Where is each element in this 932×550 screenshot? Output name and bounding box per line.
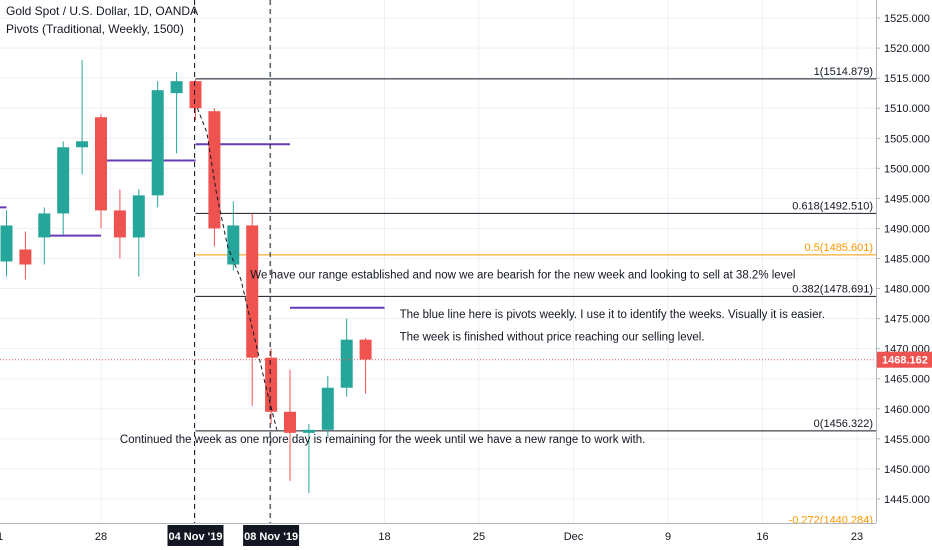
last-price-label: 1468.162	[882, 355, 928, 367]
candle-body	[189, 81, 202, 109]
candle	[57, 141, 70, 235]
date-marker-label: 08 Nov '19	[244, 531, 298, 543]
candle	[76, 60, 89, 175]
fib-level-label: 0.618(1492.510)	[792, 200, 873, 212]
price-tick-label: 1495.000	[884, 193, 930, 205]
candle	[19, 231, 32, 280]
candle	[132, 189, 145, 277]
price-tick-label: 1485.000	[884, 253, 930, 265]
candle	[359, 337, 372, 394]
candle	[321, 375, 334, 436]
candle-body	[132, 195, 145, 238]
price-tick-label: 1500.000	[884, 163, 930, 175]
fib-level-label: 0(1456.322)	[814, 418, 873, 430]
time-tick-label: 16	[756, 531, 768, 543]
time-tick-label: 18	[378, 531, 390, 543]
symbol-title[interactable]: Gold Spot / U.S. Dollar, 1D, OANDA	[6, 4, 199, 18]
candle-body	[170, 81, 183, 94]
candle-body	[227, 225, 240, 265]
fib-level-label: 0.5(1485.601)	[805, 242, 874, 254]
price-axis-background	[876, 0, 932, 550]
price-tick-label: 1520.000	[884, 43, 930, 55]
candle-body	[284, 411, 296, 433]
price-tick-label: 1450.000	[884, 464, 930, 476]
candle-body	[76, 141, 89, 148]
price-tick-label: 1480.000	[884, 284, 930, 296]
indicator-legend[interactable]: Pivots (Traditional, Weekly, 1500)	[6, 22, 184, 36]
price-tick-label: 1460.000	[884, 404, 930, 416]
price-tick-label: 1490.000	[884, 223, 930, 235]
time-tick-label: 23	[851, 531, 863, 543]
chart-annotations[interactable]: We have our range established and now we…	[120, 270, 825, 446]
candle-body	[57, 147, 70, 214]
candle	[284, 369, 296, 481]
candlestick-series	[0, 60, 372, 493]
candle	[151, 81, 164, 208]
text-annotation[interactable]: We have our range established and now we…	[250, 270, 795, 282]
time-axis-background	[0, 523, 932, 550]
candle	[170, 72, 183, 154]
drawing-overlay	[0, 0, 876, 523]
candle	[38, 207, 51, 265]
candle-body	[359, 339, 372, 360]
price-axis[interactable]: 1445.000 1450.000 1455.000 1460.000 1465.000…	[876, 0, 932, 550]
candle-body	[151, 90, 164, 196]
candle-body	[95, 117, 107, 211]
candle-body	[38, 213, 51, 238]
candle-body	[302, 429, 315, 433]
fib-level-label: 1(1514.879)	[814, 66, 873, 78]
text-annotation[interactable]: The blue line here is pivots weekly. I u…	[400, 309, 825, 321]
chart-grid	[0, 0, 876, 523]
price-tick-label: 1465.000	[884, 374, 930, 386]
candle-body	[265, 357, 278, 412]
fibonacci-retracement[interactable]: 1(1514.879) 0.618(1492.510) 0.5(1485.601) 0…	[195, 66, 877, 526]
price-tick-label: 1510.000	[884, 103, 930, 115]
candle	[113, 189, 126, 259]
candle-body	[113, 210, 126, 238]
fib-level-label: 0.382(1478.691)	[792, 283, 873, 295]
candle-body	[340, 339, 353, 388]
candle-body	[0, 225, 13, 262]
price-tick-label: 1525.000	[884, 13, 930, 25]
price-tick-label: 1505.000	[884, 133, 930, 145]
candle	[302, 423, 315, 493]
candle	[95, 114, 107, 229]
price-tick-label: 1515.000	[884, 73, 930, 85]
time-axis[interactable]: 21 28 04 Nov '19 08 Nov '19 18 25 Dec 9 16 23	[0, 523, 932, 550]
price-tick-label: 1445.000	[884, 494, 930, 506]
candle-body	[246, 225, 259, 358]
date-marker-label: 04 Nov '19	[169, 531, 223, 543]
weekly-pivots	[0, 143, 385, 309]
candle	[340, 318, 353, 397]
candle	[0, 210, 13, 277]
time-tick-label: Dec	[564, 531, 584, 543]
candle-body	[208, 111, 221, 229]
text-annotation[interactable]: Continued the week as one more day is re…	[120, 434, 645, 446]
time-tick-label: 21	[0, 531, 3, 543]
date-marker-badge[interactable]	[243, 525, 300, 546]
time-tick-label: 25	[473, 531, 485, 543]
text-annotation[interactable]: The week is finished without price reach…	[400, 332, 705, 344]
last-price-badge[interactable]	[877, 351, 932, 368]
price-tick-label: 1455.000	[884, 434, 930, 446]
candle	[265, 348, 278, 424]
candle	[246, 213, 259, 406]
price-tick-label: 1475.000	[884, 314, 930, 326]
candle	[227, 201, 240, 271]
date-marker-badge[interactable]	[167, 525, 224, 546]
candle	[189, 79, 202, 121]
candle-body	[19, 249, 32, 265]
trend-path	[196, 108, 278, 430]
time-tick-label: 28	[95, 531, 107, 543]
time-tick-label: 9	[665, 531, 671, 543]
candle-body	[321, 387, 334, 430]
